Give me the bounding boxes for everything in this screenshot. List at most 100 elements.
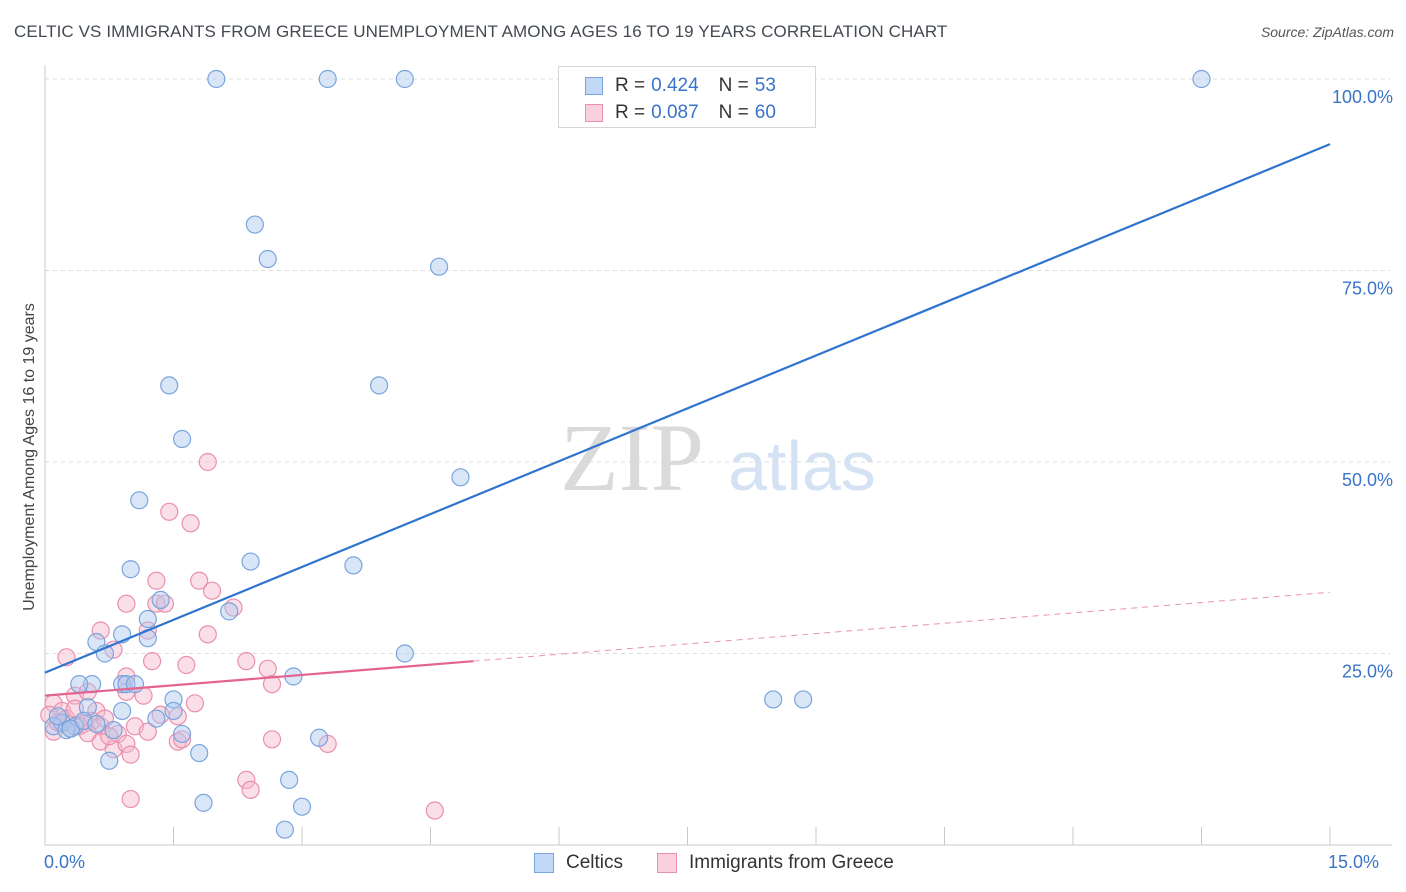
greece-point [172,730,192,749]
celtic-point [451,468,470,487]
celtic-point [280,770,299,789]
greece-point [425,801,444,820]
celtic-point [48,707,67,726]
watermark-atlas: atlas [728,427,876,505]
celtic-point [70,675,89,694]
celtic-point [194,793,213,812]
celtic-point [78,698,97,717]
greece-trend-line [44,660,474,697]
greece-point [262,675,282,694]
greece-point [177,655,196,675]
legend-row-celtics: R = 0.424 N = 53 [559,72,776,100]
greece-point [147,571,166,590]
axes [44,65,1392,846]
greece-point [185,694,205,713]
greece-point [190,571,209,590]
celtic-point [100,751,119,770]
celtic-point [292,797,312,816]
greece-legend-swatch [657,853,677,873]
celtic-point [160,376,179,395]
celtic-point [395,69,414,89]
celtic-point [764,690,783,709]
greece-point [181,514,200,533]
greece-point [121,745,140,764]
celtic-point [429,257,449,276]
greece-swatch [585,104,603,122]
celtics-legend-swatch [534,853,554,873]
celtic-point [172,724,192,744]
celtic-point [794,690,813,709]
greece-point [237,770,256,789]
y-tick-label-50: 50.0% [1342,470,1393,490]
celtic-point [147,709,166,728]
celtic-point [172,429,192,449]
greece-point [198,452,217,472]
celtic-point [112,701,132,721]
celtic-point [138,609,157,629]
celtic-point [275,820,294,839]
celtics-n-value: 53 [754,75,776,96]
greece-point [262,730,282,749]
y-axis-label: Unemployment Among Ages 16 to 19 years [21,303,38,611]
greece-n-value: 60 [754,102,776,123]
greece-legend-label: Immigrants from Greece [689,852,894,873]
celtic-point [258,249,277,269]
x-tick-min: 0.0% [44,852,86,872]
celtic-point [344,556,363,575]
r-label: R = [615,102,646,123]
greece-point [202,581,222,600]
greece-point [198,625,217,644]
legend-item-greece[interactable]: Immigrants from Greece [657,852,894,874]
n-label: N = [718,102,749,123]
greece-point [142,652,162,671]
celtic-point [87,714,106,734]
greece-point [138,722,157,741]
celtic-point [395,644,414,663]
greece-point [117,734,136,753]
r-label: R = [615,75,646,96]
greece-point [237,652,256,671]
y-tick-label-25: 25.0% [1342,662,1393,682]
celtic-point [151,590,170,609]
greece-r-value: 0.087 [651,102,699,123]
celtic-point [245,215,264,234]
greece-point [241,780,260,799]
celtic-points [44,69,1211,839]
chart-title: CELTIC VS IMMIGRANTS FROM GREECE UNEMPLO… [14,22,948,41]
greece-point [91,621,110,640]
celtics-r-value: 0.424 [651,75,699,96]
celtic-point [310,728,329,747]
greece-trend-extension [473,591,1331,662]
celtic-point [121,560,140,579]
legend-row-greece: R = 0.087 N = 60 [559,99,776,127]
celtic-point [241,552,260,571]
y-tick-label-100: 100.0% [1332,87,1393,107]
celtic-trend-line [44,143,1331,674]
correlation-legend: R = 0.424 N = 53 R = 0.087 N = 60 [558,66,816,128]
n-label: N = [718,75,749,96]
y-tick-label-75: 75.0% [1342,279,1393,299]
greece-point [258,659,277,678]
celtic-point [164,701,183,721]
celtic-point [1192,69,1211,89]
trend-lines [44,143,1331,697]
celtic-point [190,743,209,763]
y-tick-labels: 25.0% 50.0% 75.0% 100.0% [1332,87,1393,682]
greece-point [117,594,136,613]
legend-item-celtics[interactable]: Celtics [534,852,623,874]
celtics-swatch [585,77,603,95]
celtic-point [318,69,337,89]
celtics-legend-label: Celtics [566,852,624,873]
x-tick-max: 15.0% [1328,852,1380,872]
watermark: ZIP atlas [560,404,876,511]
celtic-point [207,69,226,89]
greece-point [160,502,179,521]
celtic-point [130,491,149,510]
chart-source: Source: ZipAtlas.com [1260,24,1394,40]
celtic-point [370,376,389,395]
celtic-point [104,720,123,740]
watermark-zip: ZIP [560,404,704,511]
celtic-point [220,602,239,621]
series-legend: Celtics Immigrants from Greece [0,852,1406,878]
